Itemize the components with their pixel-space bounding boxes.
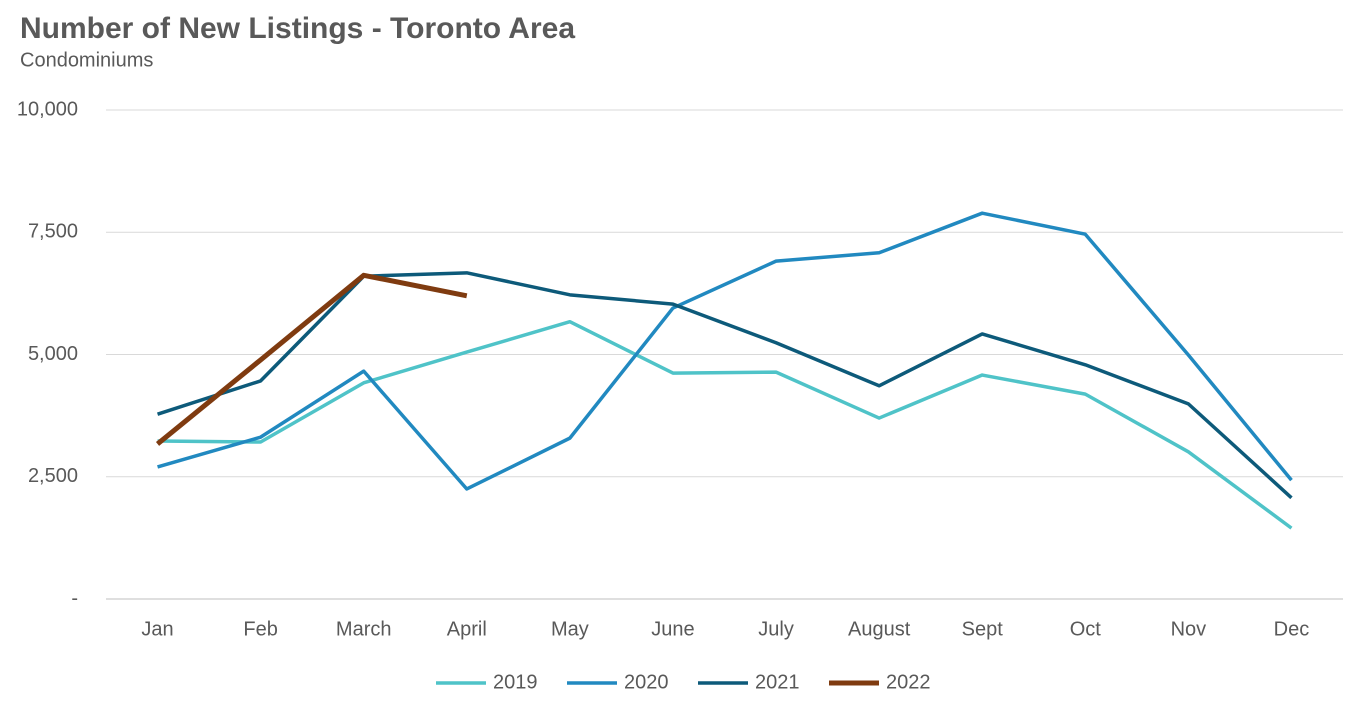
x-tick-label: Sept (962, 618, 1004, 640)
x-tick-label: Nov (1171, 618, 1207, 640)
series-line (155, 272, 468, 446)
legend-label: 2022 (886, 671, 931, 693)
legend-label: 2019 (493, 671, 538, 693)
x-tick-label: August (848, 618, 911, 640)
chart-subtitle: Condominiums (20, 49, 153, 71)
series-line (157, 319, 1293, 530)
x-tick-label: March (336, 618, 392, 640)
series-line (157, 271, 1293, 500)
y-tick-label: - (71, 587, 78, 609)
y-tick-label: 5,000 (28, 343, 78, 365)
x-tick-label: May (551, 618, 589, 640)
x-tick-label: Dec (1274, 618, 1310, 640)
x-tick-label: June (651, 618, 694, 640)
chart-title: Number of New Listings - Toronto Area (20, 12, 575, 45)
legend-label: 2020 (624, 671, 669, 693)
series-line (157, 211, 1293, 491)
y-tick-label: 7,500 (28, 221, 78, 243)
x-tick-label: Oct (1070, 618, 1102, 640)
legend-label: 2021 (755, 671, 800, 693)
y-tick-label: 2,500 (28, 465, 78, 487)
x-tick-label: Feb (243, 618, 277, 640)
y-tick-label: 10,000 (17, 98, 78, 120)
x-tick-label: July (758, 618, 794, 640)
x-tick-label: Jan (141, 618, 173, 640)
x-tick-label: April (447, 618, 487, 640)
